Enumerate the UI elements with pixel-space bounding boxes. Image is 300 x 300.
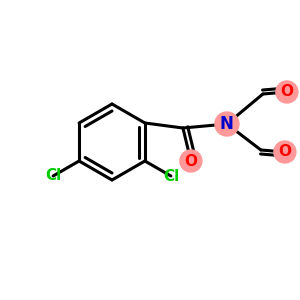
Text: O: O (280, 85, 293, 100)
Text: N: N (220, 115, 234, 133)
Text: Cl: Cl (45, 169, 61, 184)
Text: O: O (278, 145, 291, 160)
Text: O: O (184, 154, 197, 169)
Circle shape (215, 112, 239, 136)
Text: Cl: Cl (163, 169, 179, 184)
Circle shape (274, 141, 296, 163)
Circle shape (180, 150, 202, 172)
Circle shape (276, 81, 298, 103)
